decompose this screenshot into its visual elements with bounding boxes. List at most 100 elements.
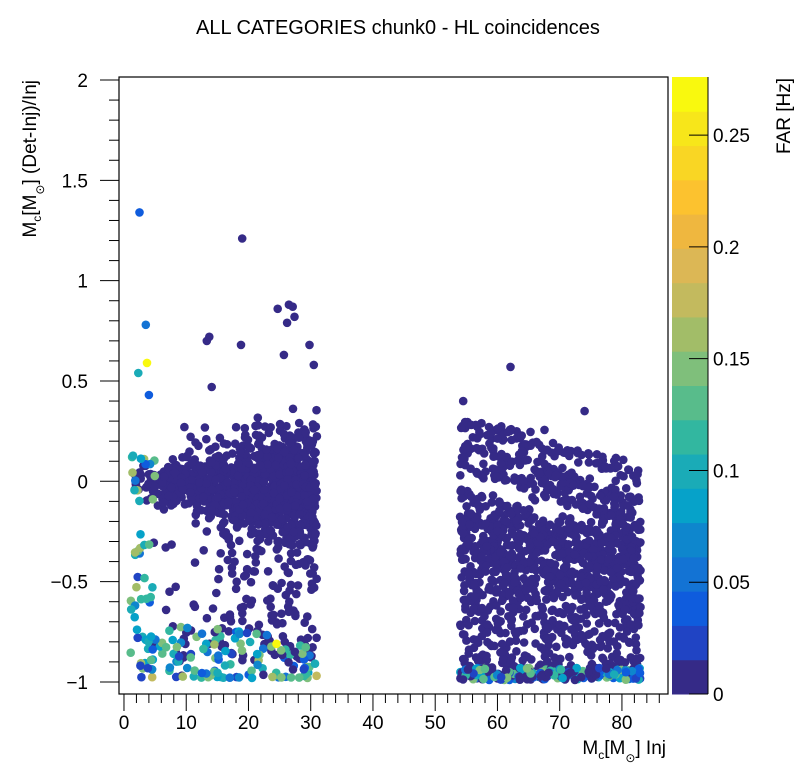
data-point bbox=[259, 499, 268, 508]
data-point bbox=[575, 492, 585, 502]
data-point bbox=[130, 548, 140, 557]
data-point bbox=[174, 652, 184, 661]
data-point bbox=[309, 583, 319, 592]
data-point bbox=[288, 302, 298, 312]
data-point bbox=[598, 517, 607, 527]
data-point bbox=[554, 446, 563, 456]
data-point bbox=[258, 644, 268, 653]
data-point bbox=[519, 476, 528, 486]
data-point bbox=[247, 673, 257, 683]
data-point bbox=[586, 517, 596, 527]
data-point bbox=[457, 453, 467, 462]
data-point bbox=[578, 481, 588, 491]
data-point bbox=[627, 532, 637, 541]
data-point bbox=[631, 633, 641, 642]
data-point bbox=[519, 612, 528, 621]
data-point bbox=[519, 638, 529, 647]
data-point bbox=[295, 527, 305, 536]
data-point bbox=[524, 579, 534, 588]
data-point bbox=[227, 548, 237, 558]
data-point bbox=[262, 452, 272, 461]
data-point bbox=[570, 550, 579, 559]
data-point bbox=[532, 437, 541, 447]
data-point bbox=[517, 446, 527, 456]
data-point bbox=[577, 595, 586, 604]
data-point bbox=[260, 510, 270, 519]
data-point bbox=[540, 646, 549, 655]
data-point bbox=[214, 564, 224, 574]
data-point bbox=[519, 506, 528, 515]
data-point bbox=[501, 570, 511, 579]
data-point bbox=[165, 626, 174, 635]
colorbar-segment bbox=[672, 659, 708, 695]
y-tick-label: 2 bbox=[77, 71, 88, 92]
data-point bbox=[500, 579, 510, 588]
data-point bbox=[495, 507, 504, 516]
data-point bbox=[148, 583, 157, 592]
data-point bbox=[510, 627, 520, 636]
data-point bbox=[492, 601, 501, 610]
data-point bbox=[634, 620, 643, 630]
data-point bbox=[498, 654, 508, 664]
data-point bbox=[266, 423, 276, 432]
data-point bbox=[600, 576, 610, 586]
data-point bbox=[262, 630, 272, 640]
data-point bbox=[577, 572, 587, 581]
data-point bbox=[280, 447, 289, 457]
data-point bbox=[312, 633, 321, 643]
data-point bbox=[567, 567, 577, 576]
data-point bbox=[308, 512, 317, 522]
data-point bbox=[141, 320, 151, 330]
data-point bbox=[540, 546, 550, 555]
data-point bbox=[631, 639, 641, 649]
data-point bbox=[619, 455, 628, 465]
data-point bbox=[246, 577, 256, 587]
data-point bbox=[158, 649, 167, 658]
data-point bbox=[140, 573, 149, 583]
data-point bbox=[176, 622, 186, 632]
data-point bbox=[226, 617, 236, 626]
data-point bbox=[232, 577, 241, 586]
data-point bbox=[517, 431, 526, 440]
data-point bbox=[609, 492, 619, 501]
data-point bbox=[572, 524, 582, 534]
data-point bbox=[606, 540, 616, 550]
data-point bbox=[221, 531, 231, 540]
data-point bbox=[227, 563, 237, 572]
data-point bbox=[266, 526, 275, 535]
data-point bbox=[580, 406, 589, 416]
data-point bbox=[214, 574, 223, 584]
data-point bbox=[516, 564, 525, 573]
data-point bbox=[237, 492, 247, 501]
data-point bbox=[292, 589, 301, 599]
data-point bbox=[457, 517, 467, 527]
data-point bbox=[506, 509, 516, 519]
data-point bbox=[300, 471, 309, 481]
data-point bbox=[626, 620, 636, 629]
data-point bbox=[512, 516, 521, 526]
data-point bbox=[215, 433, 225, 443]
data-point bbox=[303, 612, 312, 621]
data-point bbox=[460, 630, 469, 639]
data-point bbox=[269, 610, 278, 620]
data-point bbox=[235, 629, 244, 639]
data-point bbox=[279, 429, 289, 439]
data-point bbox=[241, 430, 250, 440]
data-point bbox=[620, 658, 630, 667]
data-point bbox=[168, 635, 177, 645]
data-point bbox=[167, 483, 176, 492]
data-point bbox=[542, 633, 552, 643]
data-point bbox=[286, 580, 296, 590]
data-point bbox=[130, 612, 139, 622]
data-point bbox=[635, 576, 645, 585]
data-point bbox=[183, 623, 192, 633]
data-point bbox=[518, 656, 527, 665]
data-point bbox=[268, 672, 277, 682]
data-point bbox=[556, 665, 566, 674]
colorbar-segment bbox=[672, 556, 708, 592]
data-point bbox=[530, 496, 540, 505]
data-point bbox=[606, 567, 616, 577]
data-point bbox=[493, 434, 502, 443]
data-point bbox=[461, 602, 470, 611]
data-point bbox=[242, 594, 251, 604]
